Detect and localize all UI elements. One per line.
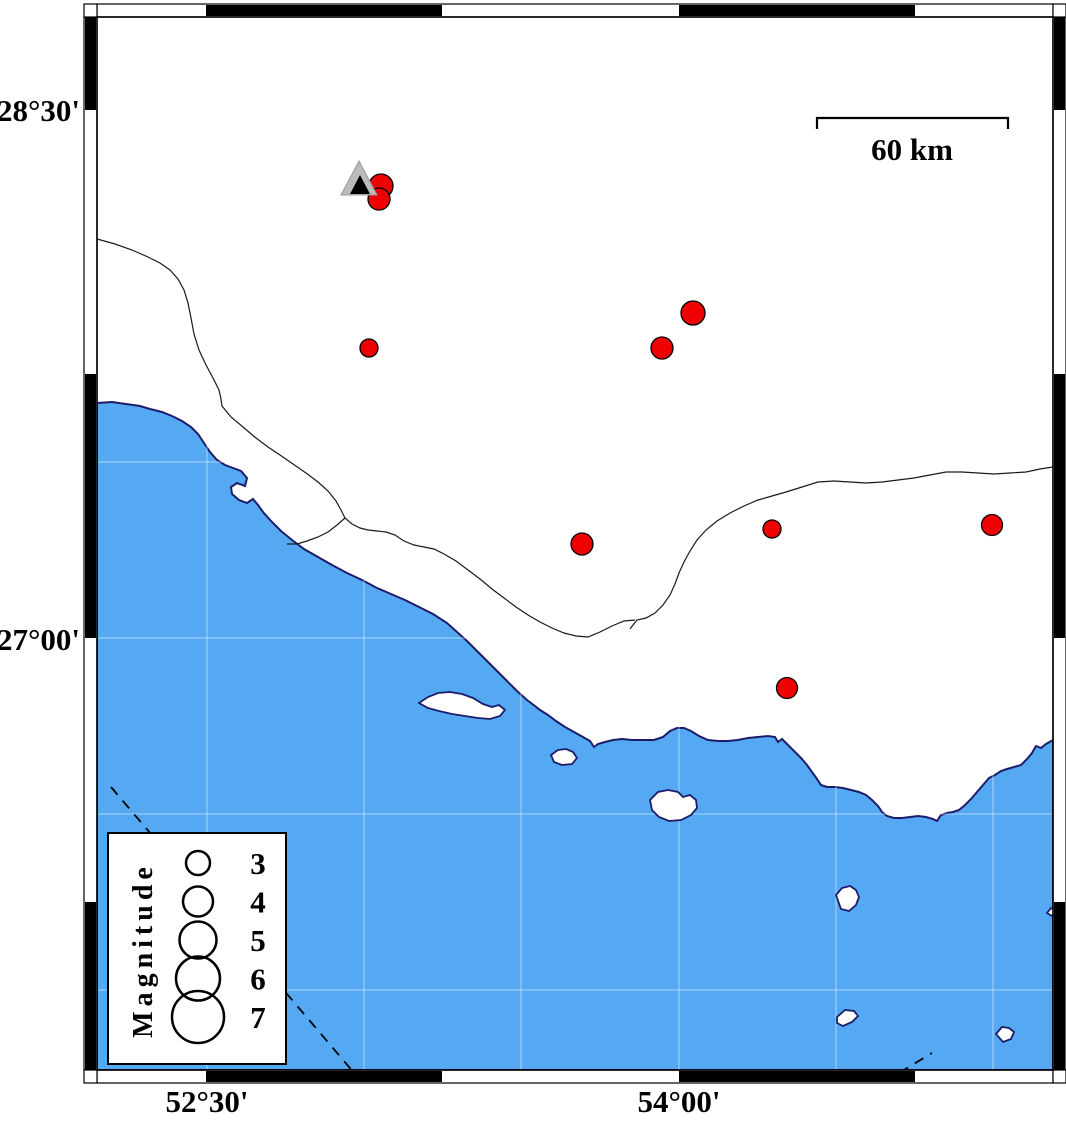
island bbox=[1045, 906, 1053, 918]
scale-bar-bracket bbox=[815, 116, 1010, 129]
earthquake-marker bbox=[570, 532, 594, 556]
earthquake-marker bbox=[980, 513, 1004, 537]
earthquake-layer bbox=[359, 173, 1004, 700]
legend-magnitude-label: 5 bbox=[250, 923, 266, 958]
frame-corner-squares bbox=[83, 3, 1066, 1084]
earthquake-marker bbox=[359, 338, 379, 358]
sea-polygon bbox=[97, 400, 1053, 1070]
earthquake-marker bbox=[762, 519, 782, 539]
lon-label-right: 54°00' bbox=[637, 1084, 720, 1117]
axis-annotations: 28°30' 27°00' 52°30' 54°00' bbox=[0, 93, 721, 1119]
map-interior: 60 km Magnitude 3 45 67 bbox=[97, 17, 1053, 1070]
lat-label-top: 28°30' bbox=[0, 93, 80, 128]
earthquake-marker bbox=[680, 300, 706, 326]
earthquake-marker bbox=[775, 676, 799, 700]
scale-bar: 60 km bbox=[815, 116, 1010, 167]
island bbox=[834, 885, 860, 912]
lat-label-bottom: 27°00' bbox=[0, 622, 80, 657]
scale-bar-label: 60 km bbox=[871, 132, 953, 167]
earthquake-marker bbox=[650, 336, 674, 360]
river-branch bbox=[287, 517, 346, 545]
inland-lines bbox=[97, 238, 1053, 638]
island bbox=[649, 789, 698, 822]
island bbox=[836, 1009, 860, 1027]
island bbox=[417, 691, 507, 720]
legend-magnitude-label: 3 bbox=[250, 846, 266, 881]
legend-title: Magnitude bbox=[128, 862, 159, 1038]
border-line bbox=[629, 466, 1053, 630]
legend-box bbox=[107, 832, 287, 1065]
legend-magnitude-circle bbox=[181, 885, 215, 918]
legend-entries: 3 45 67 bbox=[170, 846, 266, 1045]
legend-magnitude-circle bbox=[174, 955, 222, 1002]
island bbox=[994, 1026, 1016, 1044]
islands bbox=[417, 691, 1053, 1044]
legend-magnitude-label: 6 bbox=[250, 962, 266, 997]
island bbox=[549, 748, 579, 766]
river-line bbox=[97, 238, 636, 638]
map-border bbox=[96, 16, 1054, 1071]
lon-label-left: 52°30' bbox=[165, 1084, 248, 1117]
legend-magnitude-label: 7 bbox=[250, 1000, 266, 1035]
legend-magnitude-circle bbox=[170, 989, 226, 1045]
station-triangle-inner bbox=[350, 175, 370, 194]
legend-magnitude-circle bbox=[184, 849, 212, 877]
magnitude-legend: Magnitude 3 45 67 bbox=[107, 832, 287, 1065]
legend-magnitude-label: 4 bbox=[250, 885, 266, 920]
station-marker bbox=[340, 159, 378, 196]
legend-magnitude-circle bbox=[178, 920, 218, 960]
map-frame bbox=[83, 3, 1066, 1084]
frame-black-segments bbox=[85, 5, 1065, 1082]
